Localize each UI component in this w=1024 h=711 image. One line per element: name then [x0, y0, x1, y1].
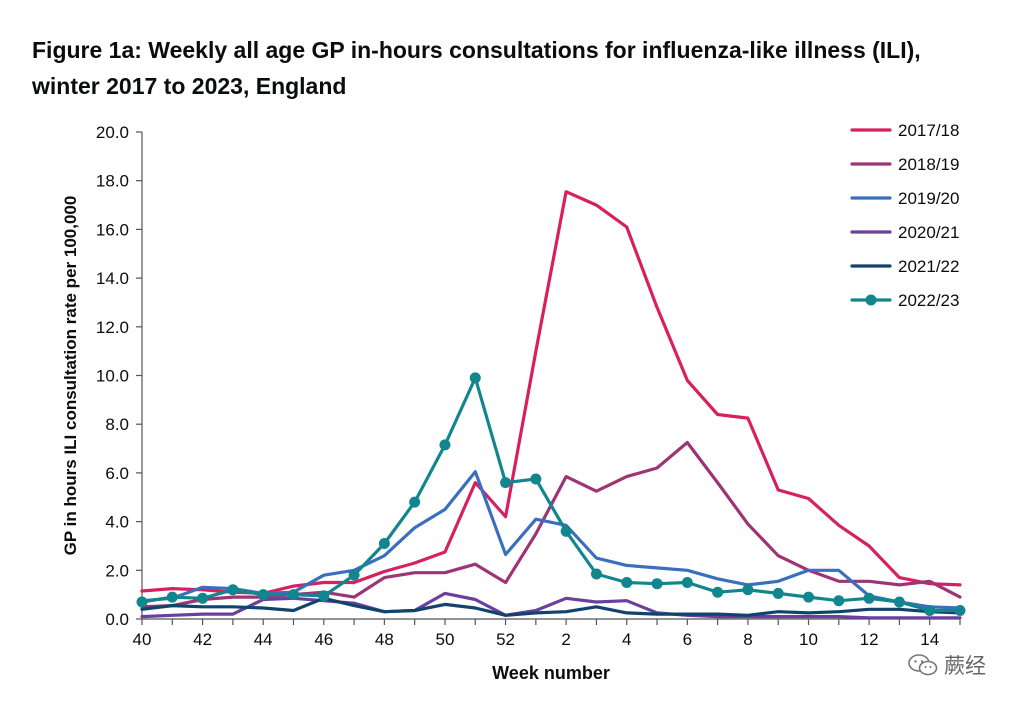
y-axis-title: GP in hours ILI consultation rate per 10…	[61, 196, 80, 556]
data-point-2022-23	[621, 576, 633, 588]
legend-label-2021-22: 2021/22	[898, 257, 959, 276]
data-point-2022-23	[803, 591, 815, 603]
y-tick-label: 0.0	[105, 610, 129, 629]
legend-label-2020-21: 2020/21	[898, 223, 959, 242]
data-point-2022-23	[227, 584, 239, 596]
data-point-2022-23	[469, 372, 481, 384]
x-tick-label: 48	[375, 630, 394, 649]
chart-title: Figure 1a: Weekly all age GP in-hours co…	[32, 32, 992, 104]
data-point-2022-23	[651, 578, 663, 590]
data-point-2022-23	[924, 604, 936, 616]
series-line-2019-20	[140, 470, 962, 610]
data-point-2022-23	[833, 595, 845, 607]
chart-title-line-1: Figure 1a: Weekly all age GP in-hours co…	[32, 37, 921, 63]
legend-label-2022-23: 2022/23	[898, 291, 959, 310]
data-point-2022-23	[893, 596, 905, 608]
watermark: 蕨经	[908, 650, 986, 680]
data-point-2022-23	[954, 604, 966, 616]
data-point-2022-23	[863, 592, 875, 604]
series-line-2021-22	[140, 596, 962, 617]
x-tick-label: 42	[193, 630, 212, 649]
chart-title-line-2: winter 2017 to 2023, England	[32, 73, 347, 99]
x-tick-label: 46	[314, 630, 333, 649]
data-point-2022-23	[712, 586, 724, 598]
data-point-2022-23	[136, 596, 148, 608]
data-point-2022-23	[409, 496, 421, 508]
data-point-2022-23	[500, 477, 512, 489]
x-tick-label: 40	[133, 630, 152, 649]
data-point-2022-23	[681, 576, 693, 588]
series-line-2020-21	[140, 591, 962, 620]
x-tick-label: 4	[622, 630, 631, 649]
data-point-2022-23	[439, 439, 451, 451]
data-point-2022-23	[348, 569, 360, 581]
watermark-text: 蕨经	[944, 654, 986, 678]
y-tick-label: 14.0	[96, 269, 129, 288]
data-point-2022-23	[742, 584, 754, 596]
y-tick-label: 2.0	[105, 561, 129, 580]
x-tick-label: 6	[683, 630, 692, 649]
x-tick-label: 52	[496, 630, 515, 649]
x-tick-label: 12	[860, 630, 879, 649]
y-tick-label: 16.0	[96, 220, 129, 239]
data-point-2022-23	[318, 590, 330, 602]
y-tick-label: 18.0	[96, 172, 129, 191]
legend-label-2018-19: 2018/19	[898, 155, 959, 174]
x-tick-label: 8	[743, 630, 752, 649]
series-line-2022-23	[140, 376, 962, 613]
data-point-2022-23	[166, 591, 178, 603]
data-point-2022-23	[772, 587, 784, 599]
data-point-2022-23	[257, 589, 269, 601]
x-tick-label: 14	[920, 630, 939, 649]
y-tick-label: 8.0	[105, 415, 129, 434]
data-point-2022-23	[530, 473, 542, 485]
legend-label-2017-18: 2017/18	[898, 121, 959, 140]
legend-label-2019-20: 2019/20	[898, 189, 959, 208]
data-point-2022-23	[560, 525, 572, 537]
data-point-2022-23	[287, 589, 299, 601]
legend-marker-2022-23	[865, 294, 877, 306]
y-tick-label: 20.0	[96, 123, 129, 142]
y-tick-label: 6.0	[105, 464, 129, 483]
y-tick-label: 4.0	[105, 513, 129, 532]
x-tick-label: 2	[561, 630, 570, 649]
data-point-2022-23	[197, 592, 209, 604]
y-tick-label: 10.0	[96, 367, 129, 386]
series-line-2017-18	[140, 190, 962, 596]
x-tick-label: 44	[254, 630, 273, 649]
x-tick-label: 10	[799, 630, 818, 649]
x-axis-title: Week number	[492, 663, 610, 683]
y-tick-label: 12.0	[96, 318, 129, 337]
x-tick-label: 50	[436, 630, 455, 649]
data-point-2022-23	[590, 568, 602, 580]
data-point-2022-23	[378, 538, 390, 550]
chat-bubbles-icon	[908, 654, 938, 676]
